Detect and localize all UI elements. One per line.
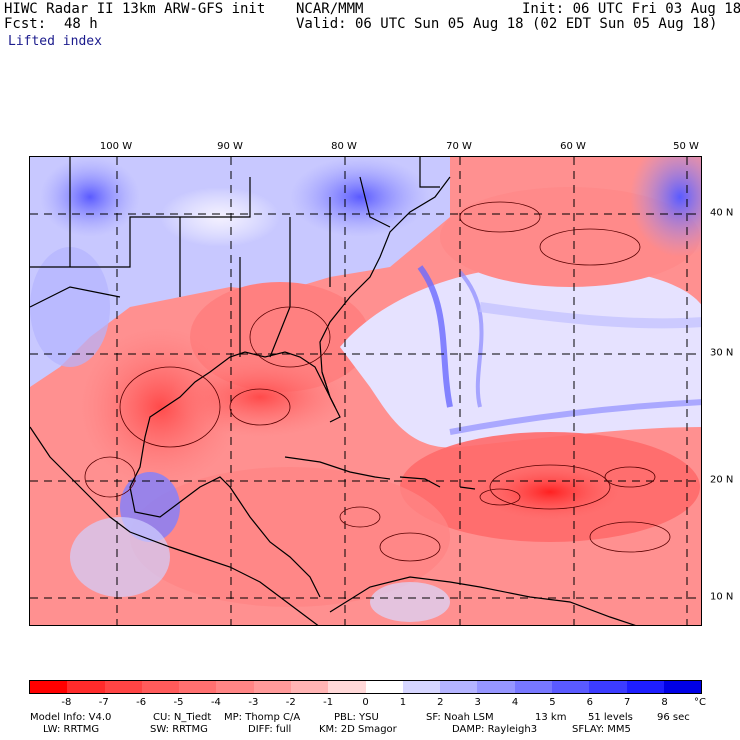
- footer-mp: MP: Thomp C/A: [224, 712, 301, 723]
- footer-cu: CU: N_Tiedt: [153, 712, 212, 723]
- colorbar-segment: [663, 681, 702, 693]
- lat-label-10n: 10 N: [710, 591, 734, 603]
- colorbar-tick-label: 8: [661, 697, 668, 708]
- lon-label-60w: 60 W: [560, 141, 586, 152]
- valid-time: Valid: 06 UTC Sun 05 Aug 18 (02 EDT Sun …: [296, 16, 718, 32]
- colorbar-tick-label: 3: [474, 697, 481, 708]
- colorbar-segment: [589, 681, 627, 693]
- field-red-caribbean: [130, 467, 450, 607]
- field-red-texas: [80, 327, 240, 487]
- colorbar-segment: [551, 681, 590, 693]
- colorbar-tick-label: -2: [285, 697, 296, 708]
- colorbar-segment: [30, 681, 68, 693]
- colorbar-segment: [440, 681, 478, 693]
- colorbar-tick-label: -6: [136, 697, 147, 708]
- init-time: Init: 06 UTC Fri 03 Aug 18: [522, 1, 740, 17]
- forecast-hour: 48 h: [64, 16, 98, 32]
- colorbar-tick-label: 2: [437, 697, 444, 708]
- colorbar-segment: [290, 681, 329, 693]
- colorbar-segment: [216, 681, 254, 693]
- field-name: Lifted index: [8, 34, 102, 49]
- field-blue-band-4: [479, 302, 701, 329]
- colorbar-tick-label: -5: [173, 697, 184, 708]
- colorbar: [29, 680, 702, 694]
- forecast-label: Fcst:: [4, 16, 47, 32]
- colorbar-segment: [67, 681, 105, 693]
- footer-lw: LW: RRTMG: [43, 724, 100, 735]
- colorbar-segment: [626, 681, 664, 693]
- field-red-tropics-core: [480, 464, 620, 520]
- lon-label-100w: 100 W: [99, 141, 133, 152]
- colorbar-segment: [365, 681, 403, 693]
- field-white-south-america: [370, 582, 450, 622]
- colorbar-tick-label: 1: [399, 697, 407, 708]
- map-canvas: [30, 157, 701, 625]
- lon-label-80w: 80 W: [331, 141, 357, 152]
- lon-label-90w: 90 W: [217, 141, 243, 152]
- field-blue-ne-corner: [630, 157, 701, 257]
- field-blue-plains: [40, 157, 140, 237]
- colorbar-tick-label: 6: [586, 697, 594, 708]
- field-red-gulf: [170, 357, 350, 437]
- footer-diff: DIFF: full: [248, 724, 292, 735]
- field-blue-band-2: [458, 270, 484, 408]
- lat-label-40n: 40 N: [710, 207, 734, 219]
- org-label: NCAR/MMM: [296, 1, 364, 17]
- colorbar-tick-label: -4: [210, 697, 221, 708]
- colorbar-tick-label: -8: [61, 697, 72, 708]
- field-white-mexico: [70, 517, 170, 597]
- lat-label-20n: 20 N: [710, 474, 734, 486]
- footer-sw: SW: RRTMG: [150, 724, 208, 735]
- colorbar-tick-label: -7: [98, 697, 109, 708]
- colorbar-segment: [179, 681, 217, 693]
- footer-resolution: 13 km: [535, 712, 567, 723]
- field-blue-band-1: [417, 265, 453, 408]
- field-blue-west: [30, 247, 110, 367]
- lat-label-30n: 30 N: [710, 347, 734, 359]
- colorbar-segment: [514, 681, 552, 693]
- colorbar-tick-label: 7: [624, 697, 631, 708]
- footer-timestep: 96 sec: [657, 712, 690, 723]
- footer-damp: DAMP: Rayleigh3: [452, 724, 538, 735]
- colorbar-segment: [104, 681, 142, 693]
- footer-sflay: SFLAY: MM5: [572, 724, 631, 735]
- footer-levels: 51 levels: [588, 712, 633, 723]
- coastlines: [30, 157, 636, 625]
- colorbar-tick-label: 5: [549, 697, 556, 708]
- footer-km: KM: 2D Smagor: [319, 724, 397, 735]
- lon-label-70w: 70 W: [446, 141, 472, 152]
- lifted-index-map: [29, 156, 702, 626]
- colorbar-tick-label: -1: [323, 697, 334, 708]
- li-contours: [84, 201, 671, 562]
- colorbar-segment: [141, 681, 180, 693]
- colorbar-unit: °C: [694, 697, 706, 708]
- footer-sf: SF: Noah LSM: [426, 712, 494, 723]
- graticule: [30, 157, 701, 625]
- colorbar-segment: [253, 681, 291, 693]
- colorbar-segment: [477, 681, 515, 693]
- footer-pbl: PBL: YSU: [334, 712, 379, 723]
- colorbar-segment: [402, 681, 441, 693]
- field-atlantic-stable: [340, 265, 701, 448]
- colorbar-segment: [328, 681, 366, 693]
- model-title: HIWC Radar II 13km ARW-GFS init: [4, 1, 266, 17]
- colorbar-tick-label: 0: [362, 697, 369, 708]
- colorbar-tick-label: -3: [248, 697, 259, 708]
- field-blue-ohio: [290, 157, 430, 237]
- field-blue-band-3: [449, 399, 701, 435]
- colorbar-tick-label: 4: [511, 697, 519, 708]
- lon-label-50w: 50 W: [673, 141, 699, 152]
- footer-model-info: Model Info: V4.0: [30, 712, 112, 723]
